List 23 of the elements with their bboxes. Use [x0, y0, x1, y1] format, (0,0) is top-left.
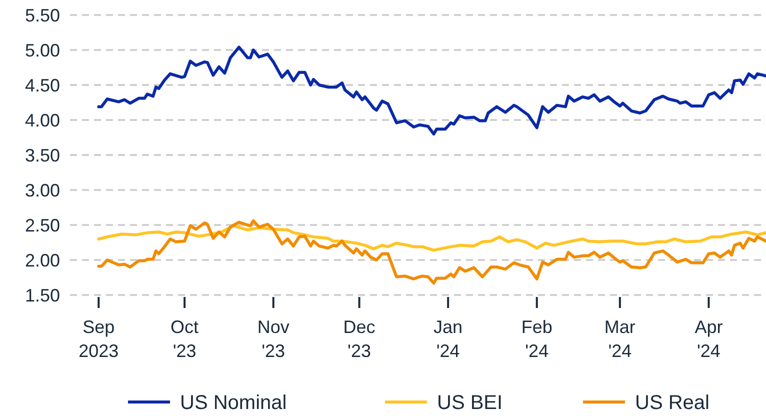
y-tick-label: 3.00 — [24, 180, 60, 200]
x-tick-label: Apr '24 — [694, 317, 723, 361]
y-tick-label: 3.50 — [24, 145, 60, 166]
y-tick-label: 5.50 — [24, 5, 60, 26]
y-tick-label: 4.50 — [24, 75, 60, 96]
legend-label: US Real — [635, 392, 710, 414]
line-series — [97, 219, 766, 285]
x-tick-label: Sep 2023 — [78, 317, 119, 361]
legend-label: US BEI — [437, 392, 503, 414]
line-series — [97, 46, 766, 136]
y-tick-label: 1.50 — [24, 285, 60, 306]
x-tick-label: Feb '24 — [521, 317, 552, 361]
y-tick-label: 5.00 — [24, 40, 60, 60]
y-tick-label: 4.00 — [24, 110, 60, 130]
x-tick-label: Oct '23 — [170, 317, 199, 361]
x-tick-label: Jan '24 — [434, 317, 463, 361]
line-series — [97, 224, 766, 252]
x-tick-label: Mar '24 — [604, 317, 636, 361]
legend-label: US Nominal — [180, 392, 287, 414]
x-tick-label: Nov '23 — [257, 317, 290, 361]
y-tick-label: 2.00 — [24, 250, 60, 270]
y-tick-label: 2.50 — [24, 215, 60, 236]
x-tick-label: Dec '23 — [343, 317, 376, 361]
